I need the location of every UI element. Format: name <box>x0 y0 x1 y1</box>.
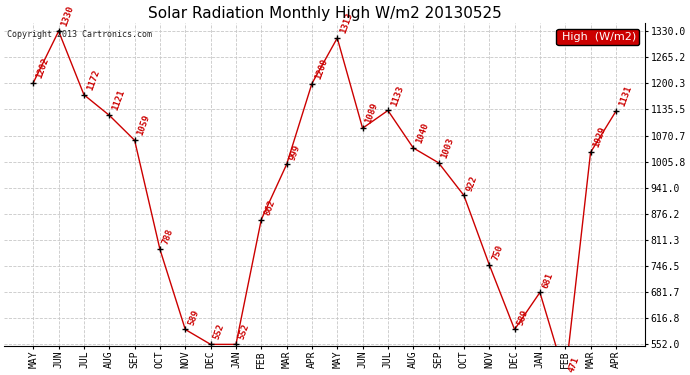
Text: 1003: 1003 <box>440 136 455 160</box>
Text: 1121: 1121 <box>110 89 126 112</box>
Text: 1172: 1172 <box>86 68 101 92</box>
Text: 999: 999 <box>288 143 302 161</box>
Text: 1040: 1040 <box>415 122 431 145</box>
Text: 1133: 1133 <box>389 84 405 107</box>
Text: 862: 862 <box>262 198 277 216</box>
Text: 1313: 1313 <box>339 12 355 35</box>
Text: 1059: 1059 <box>136 114 152 137</box>
Text: 552: 552 <box>237 323 251 341</box>
Text: 1200: 1200 <box>313 57 329 80</box>
Title: Solar Radiation Monthly High W/m2 20130525: Solar Radiation Monthly High W/m2 201305… <box>148 6 502 21</box>
Text: 471: 471 <box>566 356 580 374</box>
Text: 1202: 1202 <box>34 56 50 80</box>
Text: 1131: 1131 <box>617 85 633 108</box>
Text: 922: 922 <box>465 174 479 192</box>
Text: 589: 589 <box>516 308 530 326</box>
Text: Copyright 2013 Cartronics.com: Copyright 2013 Cartronics.com <box>8 30 152 39</box>
Text: 788: 788 <box>161 228 175 246</box>
Text: 1029: 1029 <box>592 126 608 149</box>
Text: 681: 681 <box>541 271 555 289</box>
Text: 589: 589 <box>186 308 201 326</box>
Text: 1330: 1330 <box>60 4 76 28</box>
Text: 1089: 1089 <box>364 102 380 125</box>
Text: 552: 552 <box>212 323 226 341</box>
Legend: High  (W/m2): High (W/m2) <box>556 29 640 45</box>
Text: 750: 750 <box>491 243 504 261</box>
